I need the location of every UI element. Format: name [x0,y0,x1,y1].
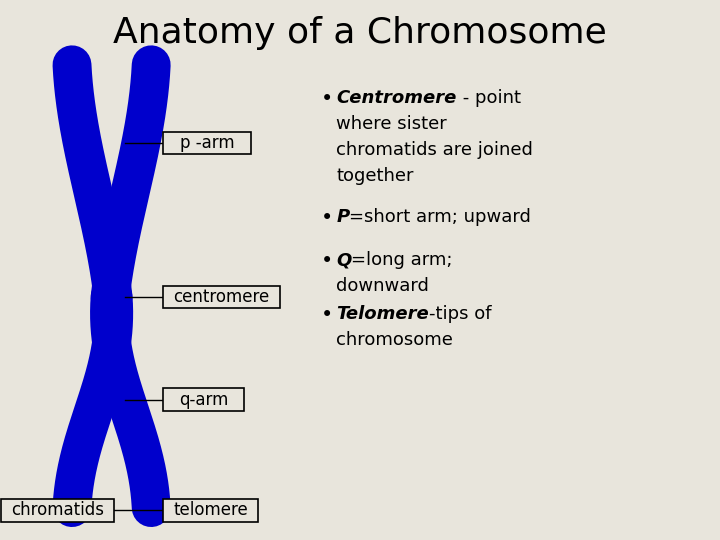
Text: Centromere: Centromere [336,89,456,107]
Text: chromatids are joined: chromatids are joined [336,141,533,159]
FancyBboxPatch shape [163,286,280,308]
Text: together: together [336,167,414,185]
Text: q-arm: q-arm [179,390,228,409]
Text: where sister: where sister [336,115,447,133]
Text: =short arm; upward: =short arm; upward [349,208,531,226]
Text: P: P [336,208,349,226]
FancyBboxPatch shape [163,499,258,522]
Text: telomere: telomere [174,501,248,519]
Text: downward: downward [336,277,429,295]
Text: chromosome: chromosome [336,331,453,349]
Text: p -arm: p -arm [180,134,234,152]
FancyBboxPatch shape [163,388,244,411]
Text: chromatids: chromatids [11,501,104,519]
Text: •: • [320,251,333,271]
Text: •: • [320,89,333,109]
FancyBboxPatch shape [1,499,114,522]
FancyBboxPatch shape [163,132,251,154]
Text: -tips of: -tips of [429,305,492,323]
Text: Q: Q [336,251,351,269]
Text: •: • [320,305,333,325]
Text: =long arm;: =long arm; [351,251,453,269]
Text: centromere: centromere [174,288,269,306]
Text: •: • [320,208,333,228]
Text: Telomere: Telomere [336,305,429,323]
Text: - point: - point [456,89,521,107]
Text: Anatomy of a Chromosome: Anatomy of a Chromosome [113,16,607,50]
